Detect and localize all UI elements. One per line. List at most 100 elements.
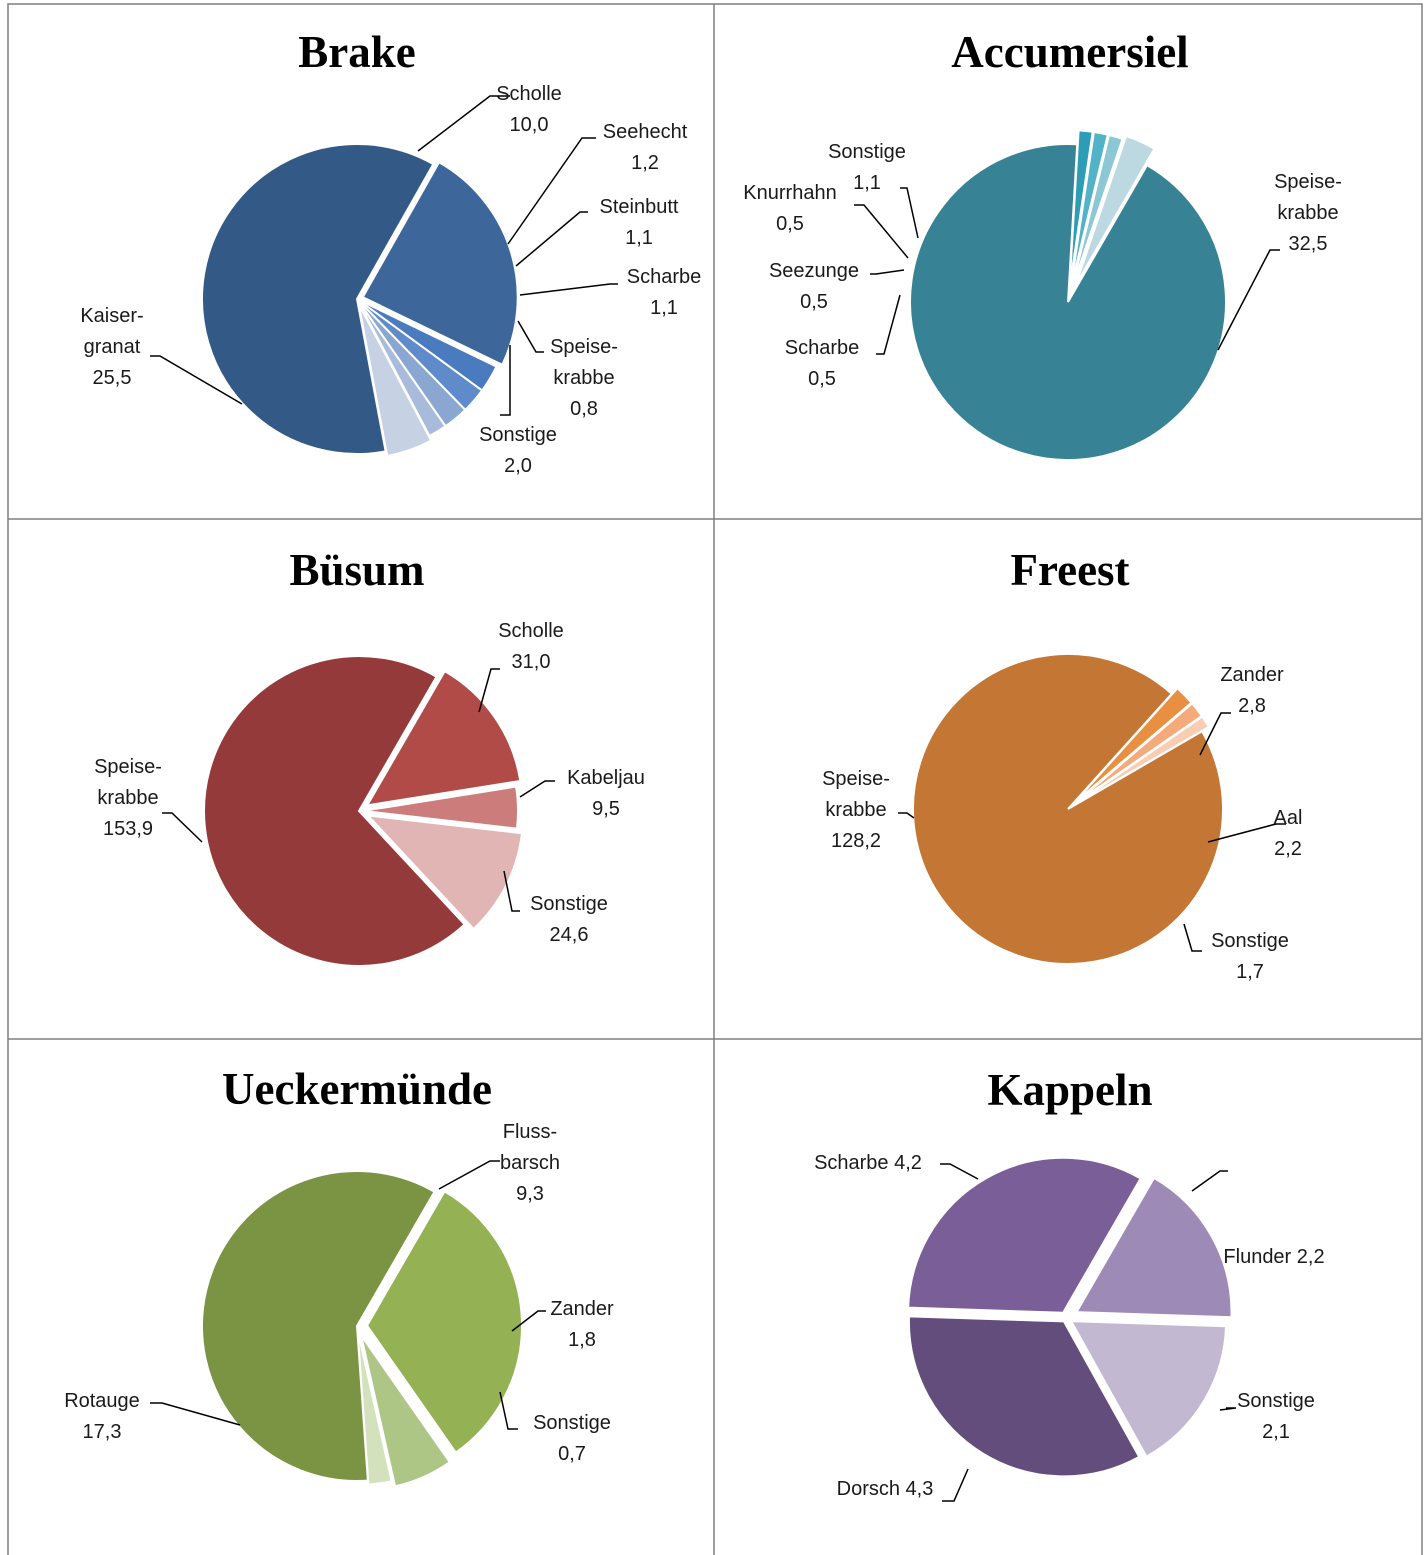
slice-label-line: 24,6 <box>550 924 589 946</box>
slice-label-line: granat <box>84 336 141 358</box>
slice-label-line: Kaiser- <box>80 305 143 327</box>
pie-chart-kappeln: Kappeln Flunder 2,2 Sonstige 2,1 Dorsch 4,3… <box>714 1039 1426 1555</box>
slice-label: Sonstige 2,0 <box>479 424 557 477</box>
slice-label-line: 32,5 <box>1289 233 1328 255</box>
slice-label-line: Speise- <box>94 756 162 778</box>
slice-label-line: Scharbe <box>627 266 702 288</box>
slice-label-line: Scholle <box>498 620 564 642</box>
slice-label-line: barsch <box>500 1152 560 1174</box>
slice-label-line: 0,5 <box>808 368 836 390</box>
slice-label-line: Scholle <box>496 83 562 105</box>
slice-label-line: Speise- <box>822 768 890 790</box>
slice-label-line: 25,5 <box>93 367 132 389</box>
slice-label-line: 1,8 <box>568 1329 596 1351</box>
leader-line <box>507 137 596 245</box>
slice-label-line: 17,3 <box>83 1421 122 1443</box>
leader-line <box>900 187 919 239</box>
slice-label-line: 1,1 <box>853 172 881 194</box>
slice-label-line: Zander <box>550 1298 614 1320</box>
slice-label: Speise-krabbe 0,8 <box>550 336 618 420</box>
leader-line <box>162 812 203 843</box>
slice-label-line: Rotauge <box>64 1390 140 1412</box>
slice-label-line: 0,5 <box>776 213 804 235</box>
slice-label-line: Speise- <box>1274 171 1342 193</box>
slice-label: Fluss-barsch 9,3 <box>500 1121 560 1205</box>
slice-label-line: 0,8 <box>570 398 598 420</box>
leader-line <box>1183 923 1202 952</box>
pie-chart-svg: Zander 2,8 Aal 2,2 Sonstige 1,7 Speise-krabbe 1… <box>822 652 1303 983</box>
slice-label-line: Seehecht <box>603 121 688 143</box>
pie-chart-ueckermuende: Ueckermünde Fluss-barsch 9,3 Zander 1,8 Sons… <box>0 1039 714 1555</box>
leader-line <box>870 269 905 275</box>
leader-line <box>519 283 618 296</box>
slice-label: Steinbutt 1,1 <box>600 196 679 249</box>
slice-label-line: Sonstige <box>479 424 557 446</box>
leader-line <box>1217 249 1280 351</box>
slice-label-line: Zander <box>1220 664 1284 686</box>
slice-label-line: Flunder 2,2 <box>1223 1246 1324 1268</box>
slice-label-line: 0,7 <box>558 1443 586 1465</box>
pie-chart-svg: Scholle 31,0 Kabeljau 9,5 Sonstige 24,6 Speise… <box>94 620 645 967</box>
slice-label: Kaiser-granat 25,5 <box>80 305 143 389</box>
slice-label-line: Scharbe <box>785 337 860 359</box>
slice-label-line: 2,8 <box>1238 695 1266 717</box>
slice-label-line: krabbe <box>97 787 158 809</box>
leader-line <box>517 320 544 353</box>
slice-label-line: Fluss- <box>503 1121 557 1143</box>
slice-label-line: 1,1 <box>650 297 678 319</box>
slice-label-line: Sonstige <box>828 141 906 163</box>
slice-label: Scharbe 1,1 <box>627 266 702 319</box>
slice-label-line: 2,0 <box>504 455 532 477</box>
slice-label: Zander 1,8 <box>550 1298 614 1351</box>
slice-label: Aal 2,2 <box>1274 807 1303 860</box>
slice-label: Scholle 10,0 <box>496 83 562 136</box>
pie-chart-freest: Freest Zander 2,8 Aal 2,2 Sonstige 1,7 Speise-… <box>714 519 1426 1039</box>
slice-label-line: 2,1 <box>1262 1421 1290 1443</box>
slice-label: Speise-krabbe 153,9 <box>94 756 162 840</box>
slice-label-line: 1,7 <box>1236 961 1264 983</box>
slice-label: Scharbe 0,5 <box>785 337 860 390</box>
pie-chart-brake: Brake Scholle 10,0 Seehecht 1,2 Steinbutt 1,1… <box>0 0 714 519</box>
leader-line <box>854 204 909 259</box>
slice-label-line: Speise- <box>550 336 618 358</box>
pie-slice <box>909 143 1227 461</box>
leader-line <box>940 1163 979 1180</box>
slice-label-line: Sonstige <box>1211 930 1289 952</box>
slice-label-line: 31,0 <box>512 651 551 673</box>
pie-chart-svg: Flunder 2,2 Sonstige 2,1 Dorsch 4,3 Scharbe … <box>814 1152 1325 1502</box>
pie-chart-accumersiel: Accumersiel Speise-krabbe 32,5 Scharbe 0,5 S… <box>714 0 1426 519</box>
pie-chart-svg: Scholle 10,0 Seehecht 1,2 Steinbutt 1,1 Scharb… <box>80 83 702 477</box>
leader-line <box>1191 1170 1228 1192</box>
leader-line <box>438 1160 500 1190</box>
slice-label-line: Aal <box>1274 807 1303 829</box>
pie-chart-svg: Fluss-barsch 9,3 Zander 1,8 Sonstige 0,7 Rotau… <box>64 1121 614 1488</box>
slice-label-line: krabbe <box>553 367 614 389</box>
slice-label-line: krabbe <box>825 799 886 821</box>
leader-line <box>942 1468 969 1502</box>
slice-label-line: 128,2 <box>831 830 881 852</box>
slice-label-line: Kabeljau <box>567 767 645 789</box>
slice-label: Seehecht 1,2 <box>603 121 688 174</box>
slice-label: Sonstige 1,1 <box>828 141 906 194</box>
slice-label: Rotauge 17,3 <box>64 1390 140 1443</box>
leader-line <box>898 812 915 819</box>
slice-label-line: 153,9 <box>103 818 153 840</box>
slice-label: Flunder 2,2 <box>1223 1246 1324 1268</box>
slice-label: Speise-krabbe 32,5 <box>1274 171 1342 255</box>
slice-label-line: 9,3 <box>516 1183 544 1205</box>
slice-label: Knurrhahn 0,5 <box>743 182 836 235</box>
slice-label-line: krabbe <box>1277 202 1338 224</box>
slice-label-line: 2,2 <box>1274 838 1302 860</box>
slice-label-line: 0,5 <box>800 291 828 313</box>
slice-label-line: Sonstige <box>533 1412 611 1434</box>
slice-label: Sonstige 1,7 <box>1211 930 1289 983</box>
leader-line <box>515 211 588 267</box>
slice-label-line: Seezunge <box>769 260 859 282</box>
slice-label: Sonstige 0,7 <box>533 1412 611 1465</box>
slice-label: Sonstige 2,1 <box>1237 1390 1315 1443</box>
leader-line <box>519 780 555 798</box>
slice-label: Scholle 31,0 <box>498 620 564 673</box>
pie-chart-buesum: Büsum Scholle 31,0 Kabeljau 9,5 Sonstige 24,6… <box>0 519 714 1039</box>
